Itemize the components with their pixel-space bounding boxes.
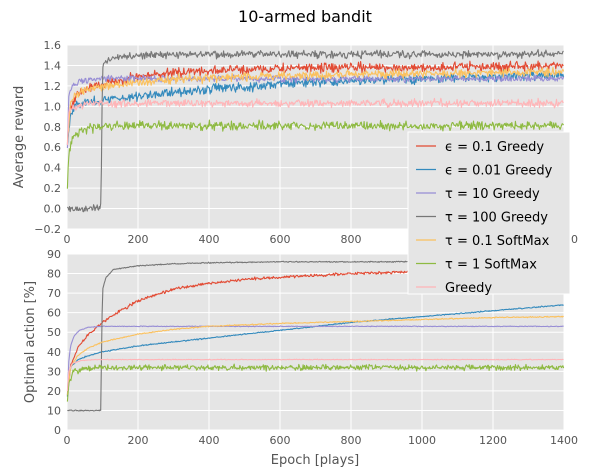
legend-label-greedy: Greedy xyxy=(445,281,492,296)
y-tick-label: 0.6 xyxy=(44,141,62,154)
x-tick-label: 800 xyxy=(341,434,362,447)
x-tick-label: 200 xyxy=(128,434,149,447)
legend: ϵ = 0.1 Greedy ϵ = 0.01 Greedy τ = 10 Gree… xyxy=(408,132,570,296)
legend-label-eps001: ϵ = 0.01 Greedy xyxy=(445,164,553,179)
x-tick-label: 200 xyxy=(128,233,149,246)
legend-label-tau01: τ = 0.1 SoftMax xyxy=(445,234,550,249)
x-tick-label: 1000 xyxy=(408,434,436,447)
x-tick-label: 0 xyxy=(64,434,71,447)
x-tick-label: 400 xyxy=(199,434,220,447)
x-tick-label: 600 xyxy=(270,434,291,447)
y-tick-label: 50 xyxy=(47,326,61,339)
y-tick-label: 0.0 xyxy=(44,203,62,216)
y-tick-label: 0 xyxy=(54,424,61,437)
y-tick-label: 20 xyxy=(47,385,61,398)
y-tick-label: 1.4 xyxy=(44,59,62,72)
y-tick-label: 30 xyxy=(47,365,61,378)
legend-label-tau10: τ = 10 Greedy xyxy=(445,187,540,202)
y-tick-label: 0.8 xyxy=(44,121,62,134)
y-tick-label: 1.2 xyxy=(44,80,62,93)
y-tick-label: 90 xyxy=(47,248,61,261)
y-tick-label: 70 xyxy=(47,287,61,300)
x-tick-label: 600 xyxy=(270,233,291,246)
x-tick-label: 0 xyxy=(64,233,71,246)
x-tick-label: 1200 xyxy=(479,434,507,447)
legend-label-tau1: τ = 1 SoftMax xyxy=(445,258,537,273)
y-tick-label: 1.6 xyxy=(44,39,62,52)
y-tick-label: 0.4 xyxy=(44,162,62,175)
legend-label-eps01: ϵ = 0.1 Greedy xyxy=(445,140,544,155)
y-tick-label: 1.0 xyxy=(44,100,62,113)
y-tick-label: 40 xyxy=(47,346,61,359)
x-tick-label: 400 xyxy=(199,233,220,246)
chart-title: 10-armed bandit xyxy=(238,7,372,26)
bottom-y-axis-label: Optimal action [%] xyxy=(23,281,38,403)
legend-label-tau100: τ = 100 Greedy xyxy=(445,211,548,226)
top-y-axis-label: Average reward xyxy=(12,86,27,189)
y-tick-label: −0.2 xyxy=(34,223,61,236)
x-tick-label: 1400 xyxy=(550,434,578,447)
y-tick-label: 10 xyxy=(47,404,61,417)
y-tick-label: 80 xyxy=(47,268,61,281)
x-axis-label: Epoch [plays] xyxy=(271,453,359,468)
y-tick-label: 60 xyxy=(47,307,61,320)
x-tick-label: 800 xyxy=(341,233,362,246)
y-tick-label: 0.2 xyxy=(44,182,62,195)
